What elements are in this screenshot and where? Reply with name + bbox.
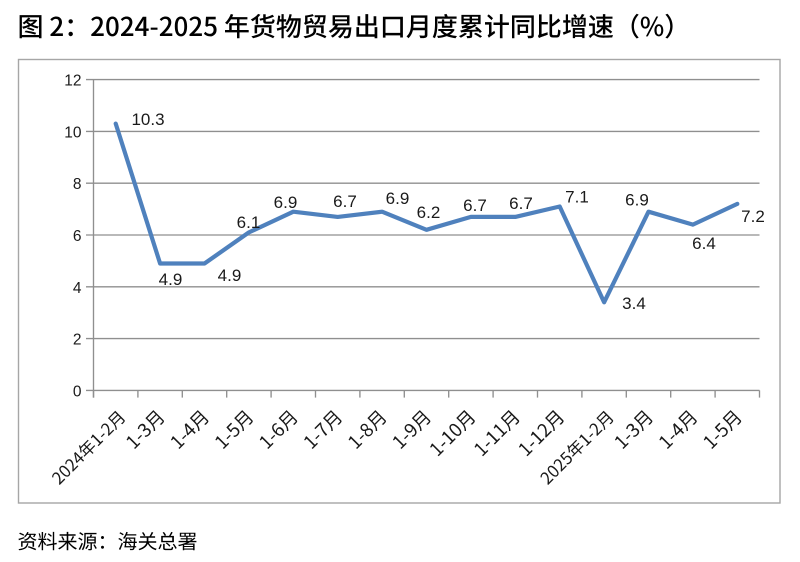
svg-text:10.3: 10.3 bbox=[131, 110, 164, 129]
svg-text:8: 8 bbox=[73, 176, 82, 193]
svg-text:6: 6 bbox=[73, 228, 82, 245]
svg-text:7.1: 7.1 bbox=[565, 188, 589, 207]
svg-text:6.9: 6.9 bbox=[625, 191, 649, 210]
svg-text:4: 4 bbox=[73, 280, 82, 297]
svg-text:12: 12 bbox=[64, 73, 81, 90]
svg-text:4.9: 4.9 bbox=[218, 266, 242, 285]
svg-text:3.4: 3.4 bbox=[622, 294, 646, 313]
svg-text:6.9: 6.9 bbox=[386, 189, 410, 208]
svg-text:6.7: 6.7 bbox=[333, 192, 357, 211]
svg-text:10: 10 bbox=[64, 124, 82, 141]
svg-text:6.9: 6.9 bbox=[274, 193, 298, 212]
svg-text:7.2: 7.2 bbox=[741, 207, 765, 226]
svg-text:2: 2 bbox=[73, 332, 82, 349]
svg-text:6.7: 6.7 bbox=[463, 196, 487, 215]
svg-text:6.2: 6.2 bbox=[417, 203, 441, 222]
svg-text:6.4: 6.4 bbox=[692, 234, 716, 253]
svg-text:6.7: 6.7 bbox=[509, 194, 533, 213]
svg-text:4.9: 4.9 bbox=[159, 270, 183, 289]
svg-text:0: 0 bbox=[73, 383, 82, 400]
svg-text:6.1: 6.1 bbox=[237, 213, 261, 232]
